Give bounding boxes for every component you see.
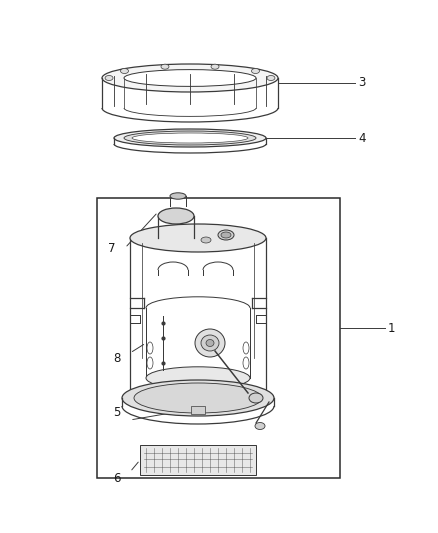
Ellipse shape: [206, 340, 214, 346]
Ellipse shape: [158, 208, 194, 224]
Bar: [140, 445, 256, 475]
Text: 3: 3: [358, 77, 365, 90]
Ellipse shape: [201, 237, 211, 243]
Ellipse shape: [211, 64, 219, 69]
Text: 5: 5: [113, 407, 120, 419]
Ellipse shape: [255, 423, 265, 430]
Text: 6: 6: [113, 472, 120, 484]
Ellipse shape: [221, 232, 231, 238]
Ellipse shape: [249, 393, 263, 403]
Ellipse shape: [146, 367, 250, 389]
Ellipse shape: [124, 131, 256, 145]
Text: 8: 8: [113, 352, 120, 366]
Text: 7: 7: [108, 241, 116, 254]
Ellipse shape: [195, 329, 225, 357]
Ellipse shape: [147, 342, 153, 354]
Ellipse shape: [243, 342, 249, 354]
Ellipse shape: [114, 129, 266, 147]
Ellipse shape: [201, 335, 219, 351]
Ellipse shape: [218, 230, 234, 240]
Text: 1: 1: [388, 321, 396, 335]
Ellipse shape: [170, 193, 186, 199]
Ellipse shape: [251, 69, 259, 74]
Ellipse shape: [132, 133, 248, 143]
Ellipse shape: [130, 224, 266, 252]
Ellipse shape: [267, 76, 275, 80]
Ellipse shape: [134, 383, 262, 413]
Ellipse shape: [102, 64, 278, 92]
Bar: [97, 198, 340, 478]
Ellipse shape: [161, 64, 169, 69]
Ellipse shape: [243, 357, 249, 369]
Ellipse shape: [120, 69, 128, 74]
Ellipse shape: [122, 380, 274, 416]
Ellipse shape: [124, 70, 256, 86]
Text: 4: 4: [358, 132, 365, 144]
Ellipse shape: [147, 357, 153, 369]
Bar: [191, 406, 205, 414]
Ellipse shape: [105, 76, 113, 80]
